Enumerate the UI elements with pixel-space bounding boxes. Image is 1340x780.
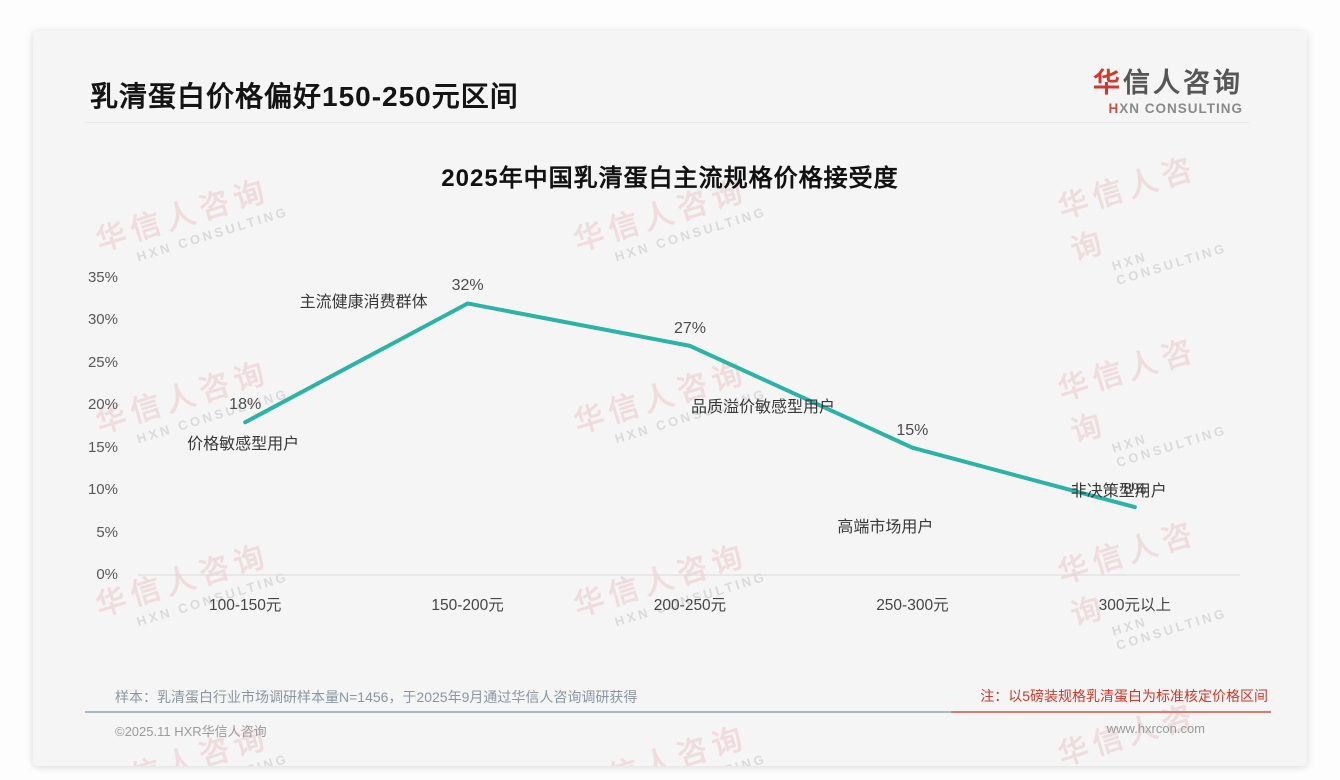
- y-axis-tick: 10%: [87, 481, 118, 499]
- footer-divider: [85, 711, 951, 713]
- y-axis-tick: 15%: [87, 438, 118, 456]
- line-chart: 35% 30% 25% 20% 15% 10% 5% 0% 100-150元 150-200元 20…: [33, 31, 1307, 766]
- y-axis-tick: 30%: [87, 311, 118, 329]
- page-title: 乳清蛋白价格偏好150-250元区间: [90, 81, 519, 112]
- x-axis-label: 200-250元: [653, 597, 727, 614]
- segment-annotation: 品质溢价敏感型用户: [690, 398, 836, 416]
- x-axis-label: 150-200元: [431, 597, 504, 614]
- logo-en-accent-char: H: [1108, 101, 1120, 116]
- website-link: www.hxrcon.com: [1106, 721, 1205, 736]
- logo-accent-char: 华: [1093, 68, 1123, 98]
- sample-note: 样本：乳清蛋白行业市场调研样本量N=1456，于2025年9月通过华信人咨询调研…: [115, 689, 638, 705]
- point-value-label: 18%: [229, 396, 262, 414]
- pricing-note: 注：以5磅装规格乳清蛋白为标准核定价格区间: [980, 688, 1268, 704]
- y-axis-tick: 35%: [87, 269, 118, 286]
- y-axis-tick: 20%: [87, 396, 118, 414]
- x-axis-label: 250-300元: [876, 597, 949, 614]
- chart-canvas: [138, 301, 1240, 576]
- point-value-label: 32%: [451, 277, 484, 295]
- point-value-label: 27%: [673, 319, 707, 337]
- point-value-label: 15%: [896, 421, 929, 439]
- point-value-label: 8%: [1123, 481, 1147, 499]
- logo-chinese-name: 华信人咨询: [1093, 61, 1243, 100]
- segment-annotation: 高端市场用户: [837, 518, 934, 536]
- segment-annotation: 主流健康消费群体: [299, 294, 428, 312]
- company-logo: 华信人咨询 HXN CONSULTING: [1093, 61, 1243, 116]
- y-axis-tick: 5%: [96, 523, 118, 541]
- footer-divider-red: [951, 711, 1271, 713]
- x-axis-label: 300元以上: [1098, 597, 1171, 614]
- data-line: [243, 301, 1137, 510]
- segment-annotation: 价格敏感型用户: [187, 436, 300, 454]
- logo-en-rest-chars: XN CONSULTING: [1119, 101, 1243, 116]
- chart-title: 2025年中国乳清蛋白主流规格价格接受度: [441, 165, 899, 192]
- logo-english-name: HXN CONSULTING: [1093, 101, 1243, 116]
- y-axis-tick: 0%: [96, 566, 118, 583]
- copyright-text: ©2025.11 HXR华信人咨询: [115, 724, 267, 739]
- report-card: 华信人咨询 HXN CONSULTING 华信人咨询 HXN CONSULTING 华信…: [33, 31, 1307, 766]
- segment-annotation: 非决策型用户: [1070, 483, 1167, 501]
- y-axis-tick: 25%: [87, 353, 118, 371]
- header-divider: [85, 122, 1249, 123]
- x-axis-label: 100-150元: [208, 597, 282, 614]
- logo-rest-chars: 信人咨询: [1123, 68, 1243, 98]
